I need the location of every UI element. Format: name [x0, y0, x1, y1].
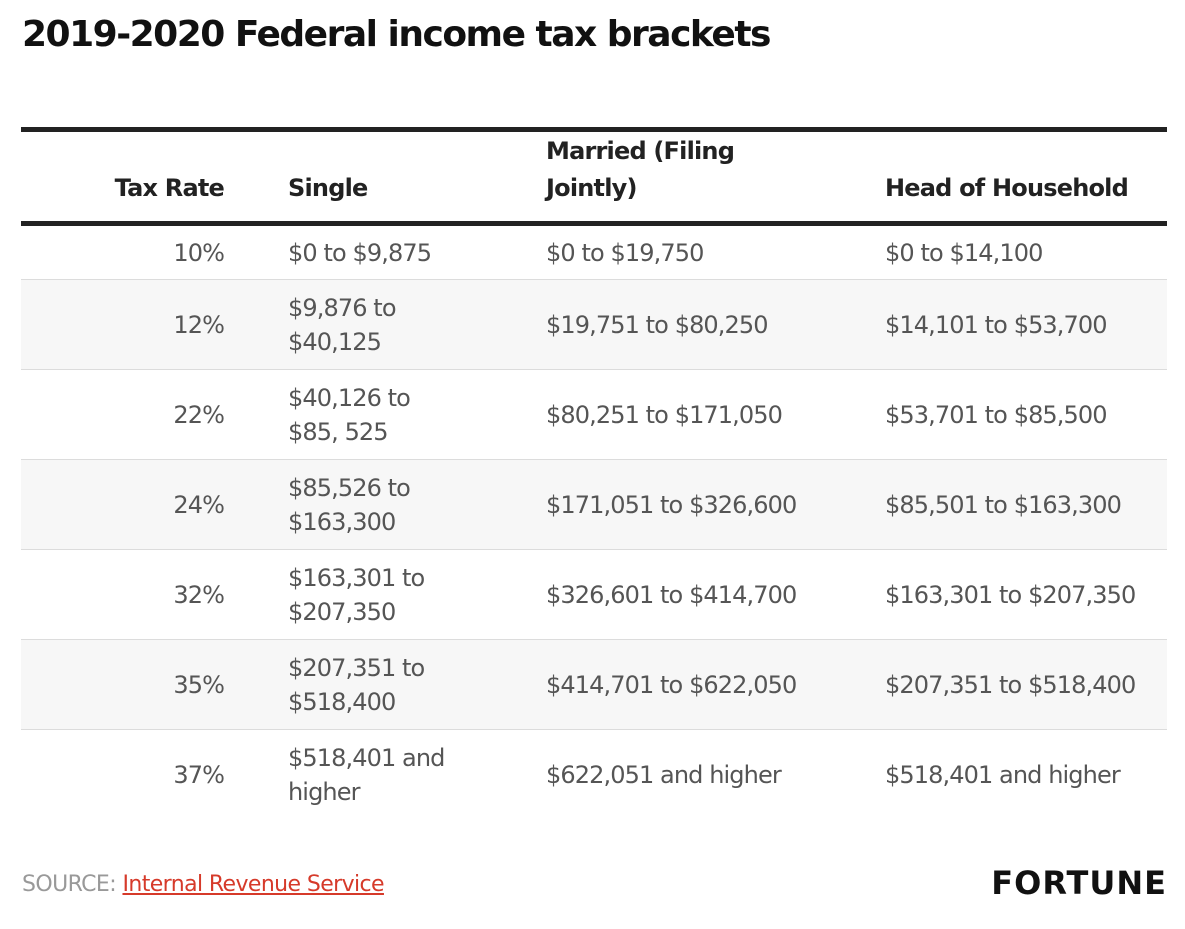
head-of-household-cell: $14,101 to $53,700: [885, 310, 1108, 339]
married-cell: $80,251 to $171,050: [546, 400, 783, 429]
fortune-logo: FORTUNE: [991, 864, 1167, 902]
single-cell: $207,351 to $518,400: [288, 653, 425, 716]
married-cell: $622,051 and higher: [546, 760, 782, 789]
table-row: 35% $207,351 to $518,400 $414,701 to $62…: [21, 639, 1167, 730]
rate-cell: 12%: [173, 310, 225, 339]
source-note: SOURCE: Internal Revenue Service: [22, 872, 385, 897]
single-cell: $9,876 to $40,125: [288, 293, 397, 356]
rate-cell: 10%: [173, 238, 225, 267]
table-row: 22% $40,126 to $85, 525 $80,251 to $171,…: [21, 370, 1167, 460]
single-cell: $518,401 and higher: [288, 743, 445, 806]
head-of-household-cell: $163,301 to $207,350: [885, 580, 1136, 609]
table-row: 12% $9,876 to $40,125 $19,751 to $80,250…: [21, 279, 1167, 370]
rate-cell: 22%: [173, 400, 225, 429]
tax-bracket-table: Tax Rate Single Married (Filing Jointly)…: [21, 127, 1167, 820]
source-link[interactable]: Internal Revenue Service: [122, 872, 384, 897]
rate-cell: 32%: [173, 580, 225, 609]
head-of-household-cell: $53,701 to $85,500: [885, 400, 1108, 429]
head-of-household-cell: $0 to $14,100: [885, 238, 1043, 267]
table-row: 32% $163,301 to $207,350 $326,601 to $41…: [21, 550, 1167, 640]
single-cell: $0 to $9,875: [288, 238, 432, 267]
rate-cell: 35%: [173, 670, 225, 699]
head-of-household-cell: $207,351 to $518,400: [885, 670, 1136, 699]
married-cell: $19,751 to $80,250: [546, 310, 769, 339]
married-cell: $0 to $19,750: [546, 238, 704, 267]
single-cell: $40,126 to $85, 525: [288, 383, 411, 446]
rate-cell: 24%: [173, 490, 225, 519]
tax-bracket-table-container: Tax Rate Single Married (Filing Jointly)…: [21, 127, 1167, 820]
married-cell: $414,701 to $622,050: [546, 670, 797, 699]
table-row: 10% $0 to $9,875 $0 to $19,750 $0 to $14…: [21, 224, 1167, 280]
source-label: SOURCE:: [22, 872, 117, 897]
column-header-married: Married (Filing Jointly): [546, 137, 735, 202]
single-cell: $163,301 to $207,350: [288, 563, 425, 626]
rate-cell: 37%: [173, 760, 225, 789]
head-of-household-cell: $518,401 and higher: [885, 760, 1121, 789]
column-header-single: Single: [288, 174, 368, 202]
table-header-row: Tax Rate Single Married (Filing Jointly)…: [21, 129, 1167, 224]
head-of-household-cell: $85,501 to $163,300: [885, 490, 1122, 519]
table-row: 24% $85,526 to $163,300 $171,051 to $326…: [21, 459, 1167, 550]
column-header-tax-rate: Tax Rate: [114, 174, 225, 202]
married-cell: $326,601 to $414,700: [546, 580, 797, 609]
chart-title: 2019-2020 Federal income tax brackets: [22, 14, 771, 55]
column-header-head-of-household: Head of Household: [885, 174, 1129, 202]
married-cell: $171,051 to $326,600: [546, 490, 797, 519]
single-cell: $85,526 to $163,300: [288, 473, 411, 536]
table-row: 37% $518,401 and higher $622,051 and hig…: [21, 730, 1167, 820]
